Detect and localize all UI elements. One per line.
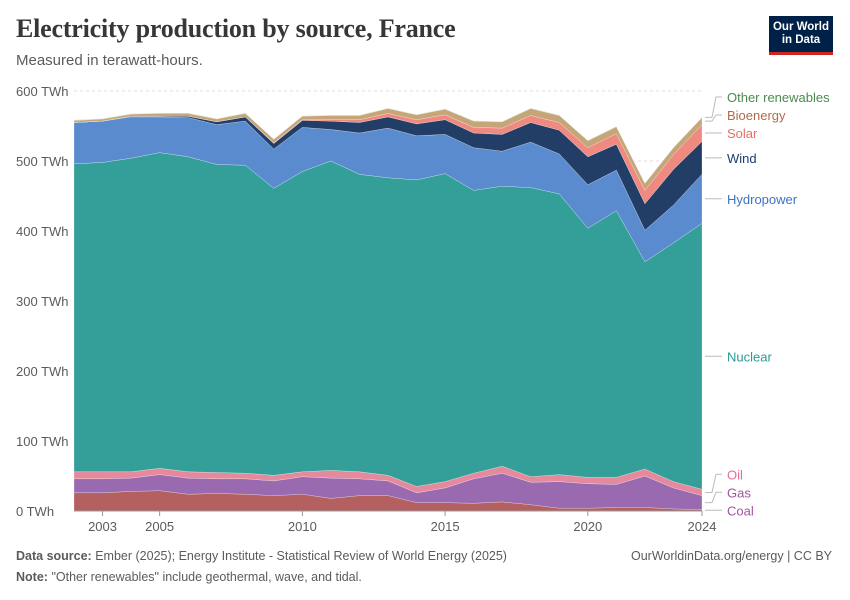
area-other-renewables[interactable] (73, 107, 703, 184)
data-source-label: Data source: (16, 549, 92, 563)
legend-connector (705, 491, 722, 504)
legend-label-wind[interactable]: Wind (727, 151, 757, 166)
legend-label-solar[interactable]: Solar (727, 126, 758, 141)
legend-connector (705, 96, 722, 118)
y-tick-label: 400 TWh (16, 224, 69, 239)
legend-connector (705, 114, 722, 122)
x-tick-label: 2010 (288, 519, 317, 534)
x-tick-label: 2020 (573, 519, 602, 534)
chart-subtitle: Measured in terawatt-hours. (16, 52, 203, 69)
logo-line-2: in Data (781, 34, 821, 46)
note-label: Note: (16, 570, 48, 584)
logo-line-1: Our World (772, 21, 829, 33)
stacked-area-chart: 0 TWh 100 TWh 200 TWh 300 TWh 400 TWh 500 TWh… (16, 84, 830, 534)
x-tick-label: 2003 (88, 519, 117, 534)
note-text: "Other renewables" include geothermal, w… (51, 570, 362, 584)
legend-label-hydropower[interactable]: Hydropower (727, 192, 798, 207)
x-tick-label: 2005 (145, 519, 174, 534)
legend-label-nuclear[interactable]: Nuclear (727, 349, 772, 364)
y-tick-label: 600 TWh (16, 84, 69, 99)
legend-connector (705, 473, 722, 493)
y-tick-label: 100 TWh (16, 434, 69, 449)
x-tick-label: 2024 (688, 519, 717, 534)
axes: 0 TWh 100 TWh 200 TWh 300 TWh 400 TWh 500 TWh… (16, 84, 716, 534)
chart-note: Note: "Other renewables" include geother… (16, 570, 362, 584)
legend-label-other-renewables[interactable]: Other renewables (727, 90, 830, 105)
y-tick-label: 200 TWh (16, 364, 69, 379)
credit-link[interactable]: OurWorldinData.org/energy | CC BY (630, 549, 832, 563)
data-source-text: Ember (2025); Energy Institute - Statist… (95, 549, 507, 563)
legend-label-oil[interactable]: Oil (727, 467, 743, 482)
legend: Coal Gas Oil Nuclear Hydropower Wind Solar Bioe… (705, 90, 830, 518)
y-tick-label: 300 TWh (16, 294, 69, 309)
y-tick-label: 500 TWh (16, 154, 69, 169)
area-series (73, 107, 703, 512)
legend-label-gas[interactable]: Gas (727, 485, 751, 500)
legend-label-bioenergy[interactable]: Bioenergy (727, 108, 786, 123)
x-tick-label: 2015 (431, 519, 460, 534)
owid-logo[interactable]: Our World in Data (769, 16, 833, 55)
data-source: Data source: Ember (2025); Energy Instit… (16, 549, 507, 563)
chart-title: Electricity production by source, France (16, 14, 456, 43)
legend-label-coal[interactable]: Coal (727, 503, 754, 518)
y-tick-label: 0 TWh (16, 504, 54, 519)
